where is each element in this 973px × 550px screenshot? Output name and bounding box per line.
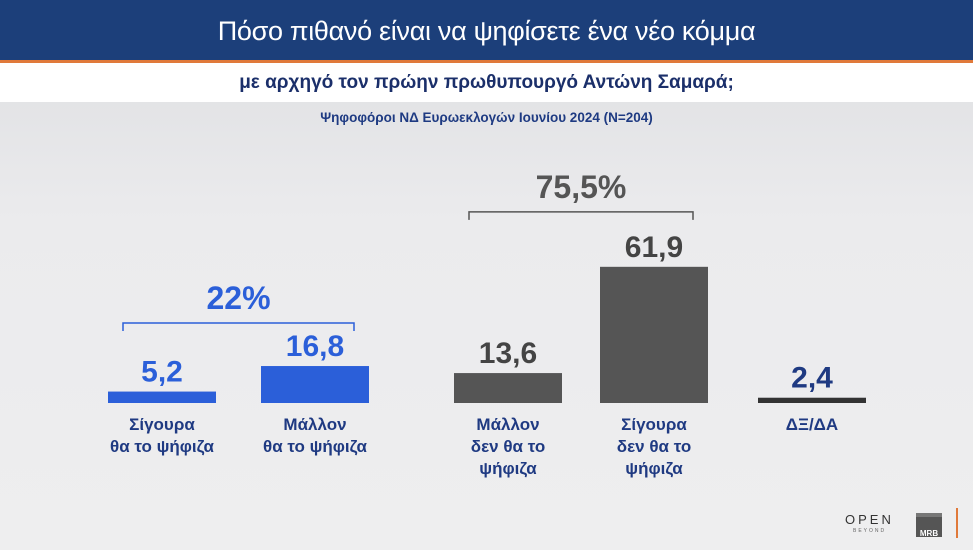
category-label: Σίγουρα [129,415,195,434]
category-label: ψήφιζα [625,459,683,478]
category-label: Σίγουρα [621,415,687,434]
category-label: ψήφιζα [479,459,537,478]
beyond-logo: BEYOND [853,528,887,534]
category-label: θα το ψήφιζα [263,437,368,456]
open-logo: OPEN [845,512,894,527]
mrb-logo: MRB [916,513,942,538]
bar [600,266,708,403]
bar [108,391,216,403]
divider [0,60,973,63]
data-label: 16,8 [286,330,344,363]
data-label: 5,2 [141,356,183,389]
category-label: δεν θα το [617,437,691,456]
chart-subtitle: με αρχηγό τον πρώην πρωθυπουργό Αντώνη Σ… [0,63,973,102]
group-bracket [468,211,694,220]
bar [261,366,369,403]
data-label: 2,4 [791,362,833,395]
data-label: 13,6 [479,337,537,370]
category-label: δεν θα το [471,437,545,456]
chart-title: Πόσο πιθανό είναι να ψηφίσετε ένα νέο κό… [0,0,973,60]
group-bracket [122,322,355,332]
data-label: 61,9 [625,231,683,264]
orange-bar [956,508,958,538]
category-label: θα το ψήφιζα [110,437,215,456]
bar [454,373,562,403]
category-label: Μάλλον [283,415,346,434]
group-total-label: 75,5% [536,169,627,205]
bar [758,397,866,403]
category-label: ΔΞ/ΔΑ [786,415,838,434]
category-label: Μάλλον [476,415,539,434]
group-total-label: 22% [206,280,270,316]
sample-note: Ψηφοφόροι ΝΔ Ευρωεκλογών Ιουνίου 2024 (N… [320,110,653,125]
